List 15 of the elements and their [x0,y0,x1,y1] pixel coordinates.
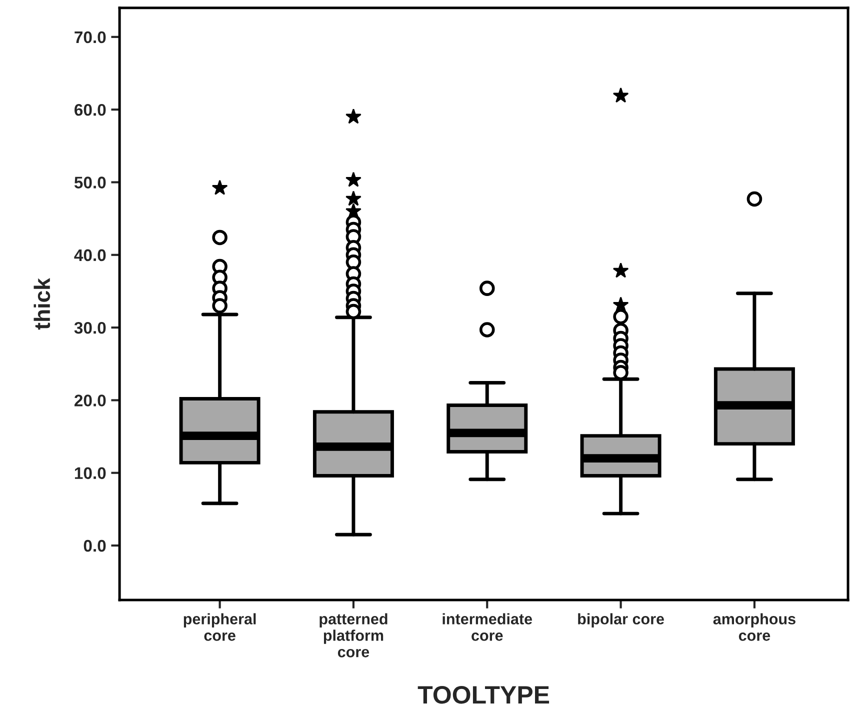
y-tick-label: 50.0 [74,176,106,188]
x-tick-label: peripheral core [184,613,256,641]
x-tick-label: bipolar core [578,613,664,628]
y-tick-label: 10.0 [74,467,106,480]
y-tick-label: 20.0 [74,394,106,406]
y-axis-title: thick [34,278,50,330]
x-tick-label: patterned platform core [320,613,388,658]
y-tick-label: 30.0 [74,322,106,334]
y-tick-label: 60.0 [74,104,106,116]
x-axis-title: TOOLTYPE [418,686,550,704]
x-tick-label: amorphous core [713,613,796,641]
y-tick-label: 40.0 [74,249,106,262]
y-tick-label: 0.0 [84,540,106,552]
x-tick-label: intermediate core [442,613,532,641]
y-tick-label: 70.0 [74,31,106,44]
